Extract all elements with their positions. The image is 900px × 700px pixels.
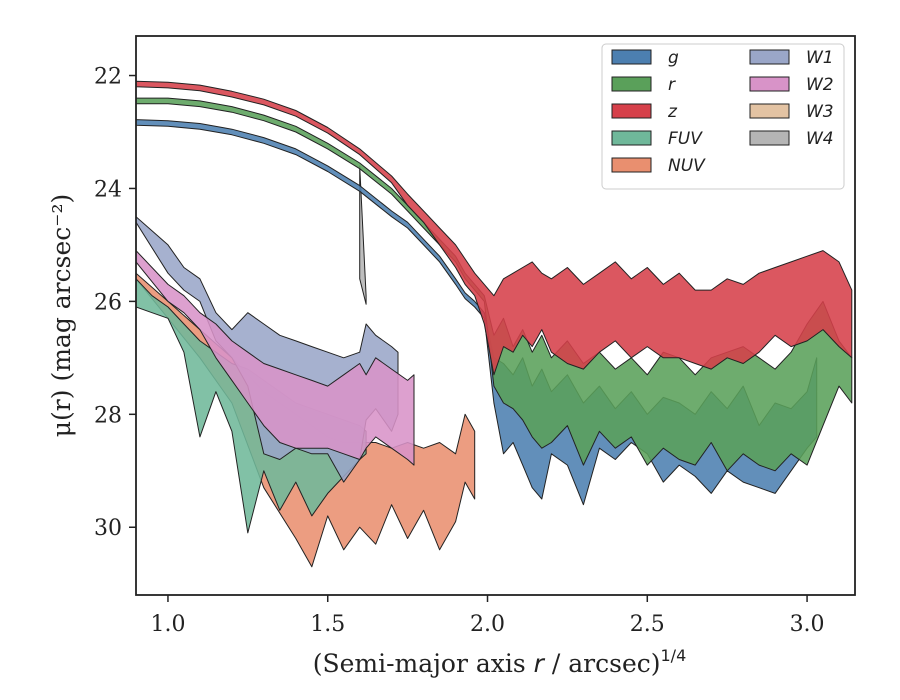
legend-swatch-w4 (749, 130, 790, 146)
x-axis-ticks: 1.0 1.5 2.0 2.5 3.0 (150, 595, 825, 637)
legend-swatch-w2 (749, 76, 790, 92)
legend-swatch-fuv (611, 130, 652, 146)
y-axis-label: μ(r) (mag arcsec⁻²) (47, 194, 76, 437)
legend-label-nuv: NUV (668, 156, 706, 176)
x-axis-label: (Semi-major axis r / arcsec)1/4 (313, 646, 687, 678)
x-tick-label: 2.0 (470, 612, 505, 637)
y-tick-label: 30 (94, 516, 122, 541)
legend-swatch-w1 (749, 49, 790, 65)
legend-label-w1: W1 (806, 48, 834, 68)
x-tick-label: 3.0 (790, 612, 825, 637)
legend-swatch-nuv (611, 157, 652, 173)
legend-swatch-r (611, 76, 652, 92)
series-areas (136, 80, 853, 568)
legend-label-fuv: FUV (668, 129, 703, 149)
legend-swatch-g (611, 49, 652, 65)
y-tick-label: 26 (94, 290, 122, 315)
y-tick-label: 28 (94, 403, 122, 428)
legend-swatch-z (611, 103, 652, 119)
legend-label-w4: W4 (806, 129, 834, 149)
series-area-w2 (136, 250, 415, 466)
series-area-z (136, 80, 853, 376)
y-tick-label: 22 (94, 65, 122, 90)
x-tick-label: 2.5 (630, 612, 665, 637)
legend-label-r: r (668, 75, 676, 95)
series-area-w4 (359, 165, 367, 305)
legend-label-z: z (667, 102, 678, 122)
x-tick-label: 1.0 (150, 612, 185, 637)
legend: grz FUV NUV W1 W2 W3 W4 (601, 43, 845, 190)
legend-swatch-w3 (749, 103, 790, 119)
plot-frame (135, 35, 856, 596)
y-tick-label: 24 (94, 177, 122, 202)
legend-label-g: g (668, 48, 679, 68)
x-tick-label: 1.5 (310, 612, 345, 637)
legend-label-w2: W2 (806, 75, 834, 95)
legend-label-w3: W3 (806, 102, 834, 122)
y-axis-ticks: 22 24 26 28 30 (94, 65, 136, 541)
